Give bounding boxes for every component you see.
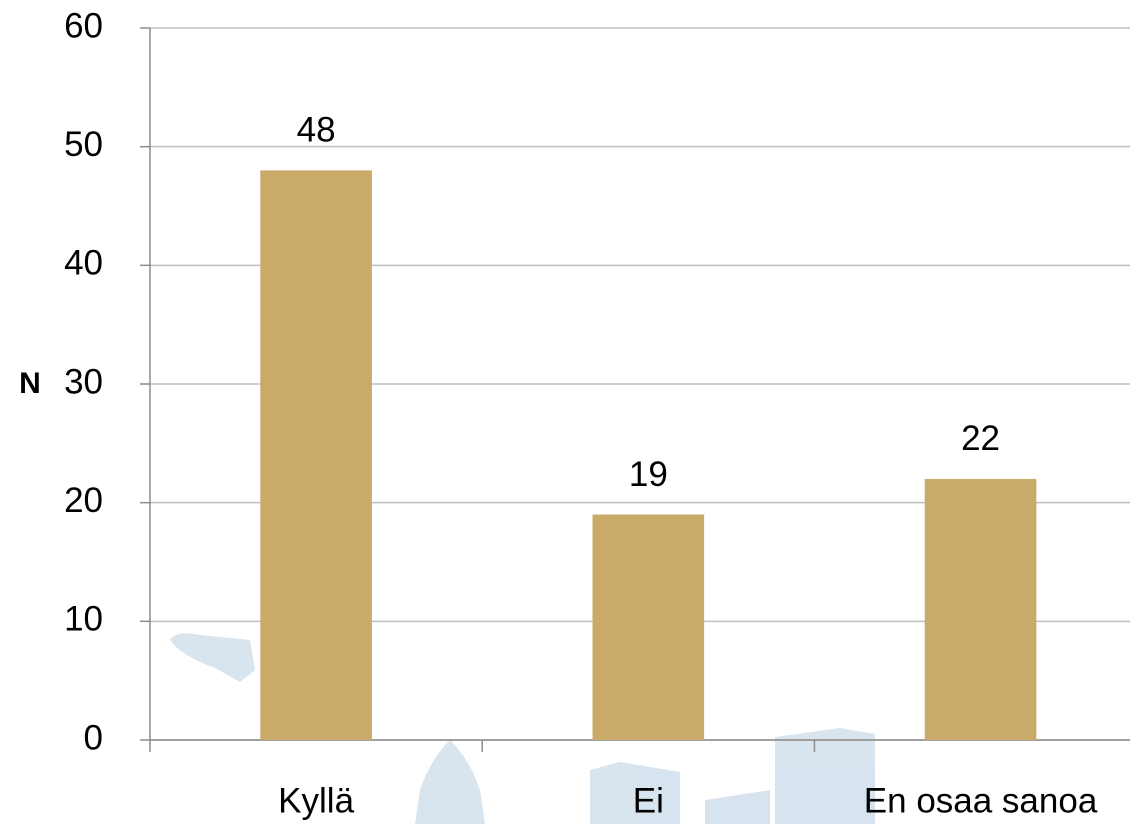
bar — [924, 478, 1037, 740]
bar — [592, 514, 705, 740]
watermark-building — [590, 762, 680, 824]
y-tick-label: 60 — [64, 6, 103, 45]
y-tick-label: 0 — [84, 718, 103, 757]
x-tick-label: En osaa sanoa — [864, 781, 1098, 820]
watermark-plane — [170, 633, 255, 682]
y-axis-title: N — [19, 367, 41, 400]
value-label: 48 — [297, 111, 336, 150]
y-tick-label: 20 — [64, 481, 103, 520]
bar — [260, 170, 372, 740]
watermark-building — [775, 728, 875, 824]
value-label: 19 — [629, 455, 668, 494]
y-tick-label: 40 — [64, 244, 103, 283]
watermark-building — [705, 790, 770, 824]
value-label: 22 — [961, 419, 1000, 458]
watermark-tower — [415, 740, 485, 824]
y-tick-label: 10 — [64, 600, 103, 639]
x-tick-label: Ei — [633, 781, 664, 820]
y-tick-label: 50 — [64, 125, 103, 164]
y-tick-label: 30 — [64, 362, 103, 401]
x-tick-label: Kyllä — [278, 781, 354, 820]
watermark — [170, 633, 875, 824]
